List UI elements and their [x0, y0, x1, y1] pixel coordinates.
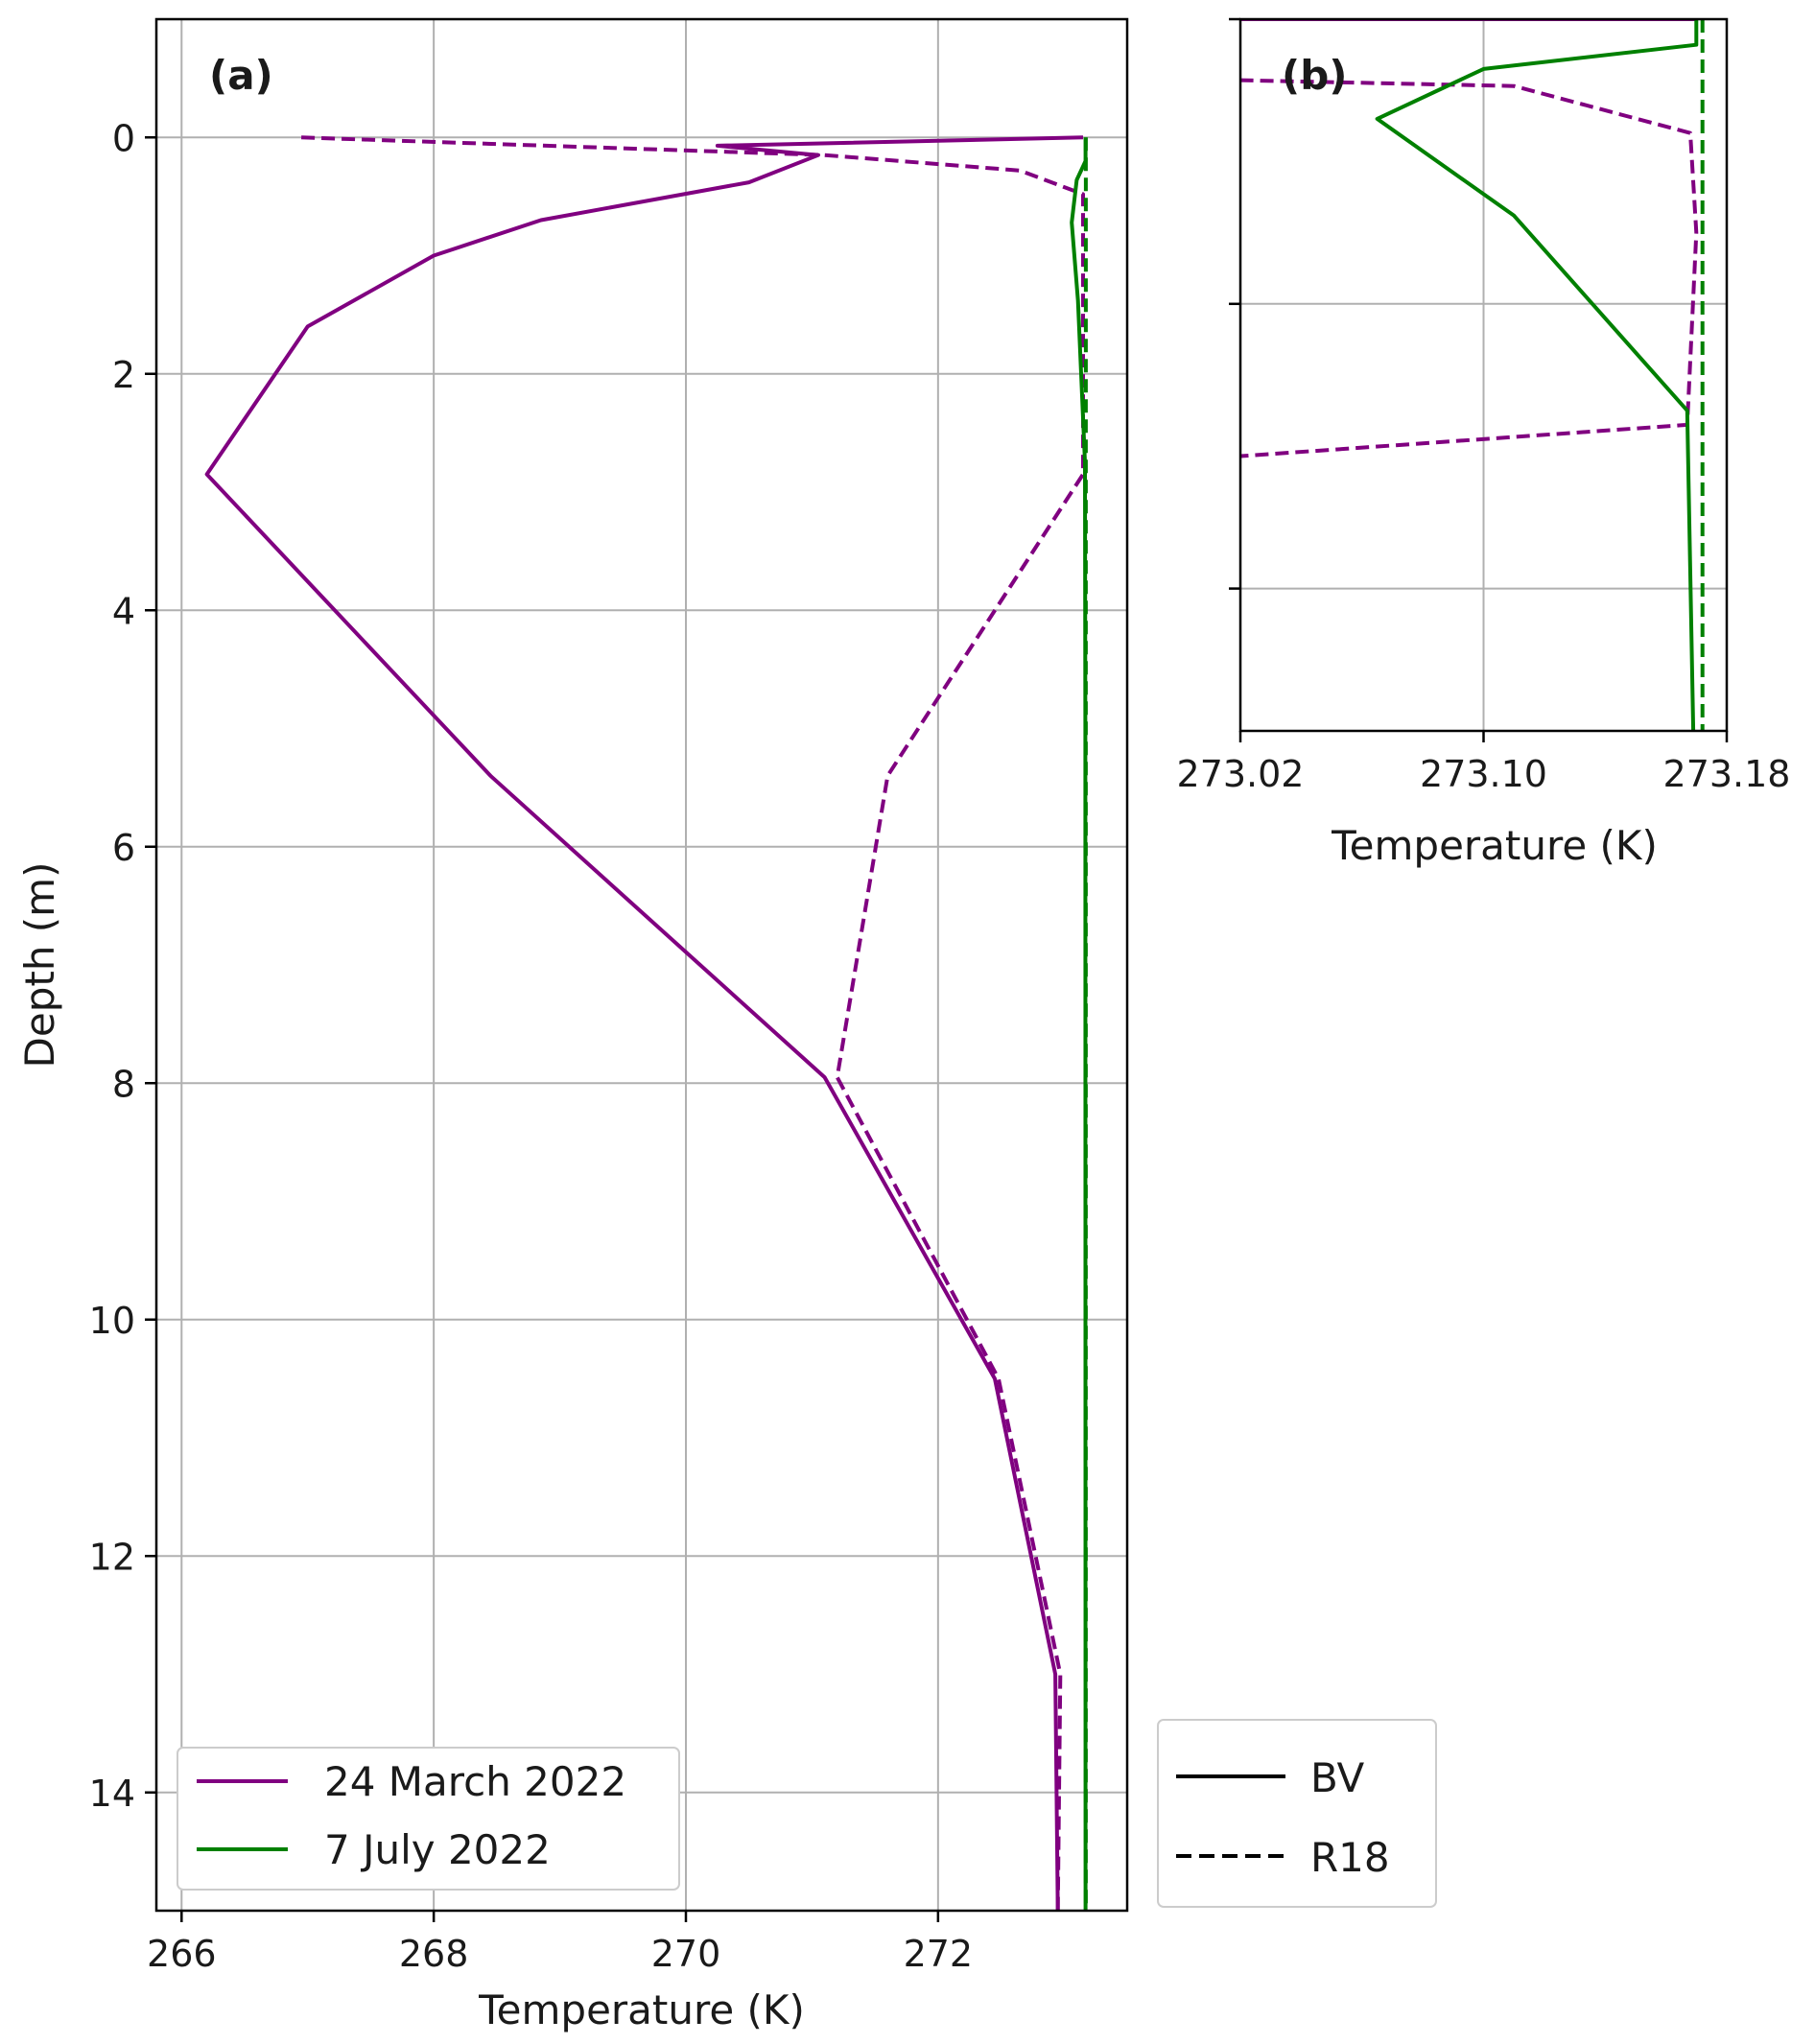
legend-b-label-bv: BV: [1310, 1754, 1365, 1801]
panel-a-y-tick-label: 4: [112, 590, 135, 632]
panel-a-x-tick-label: 270: [651, 1933, 721, 1975]
panel-a-y-tick-label: 2: [112, 354, 135, 396]
panel-a-y-tick-label: 8: [112, 1063, 135, 1105]
panel-a-x-tick-label: 268: [399, 1933, 469, 1975]
panel-a-y-tick-label: 0: [112, 117, 135, 159]
panel-a-y-tick-label: 10: [89, 1300, 135, 1342]
panel-a-legend: 24 March 2022 7 July 2022: [177, 1747, 680, 1891]
panel-a-x-axis-label: Temperature (K): [478, 1986, 805, 2033]
panel-a-x-tick-label: 272: [904, 1933, 974, 1975]
panel-a-series-7-july-2022-bv: [1070, 137, 1088, 1911]
panel-b-plot: [1240, 19, 1727, 731]
panel-b-ticks: 273.02 273.10 273.18: [1177, 17, 1791, 795]
legend-a-label-march: 24 March 2022: [324, 1758, 626, 1805]
panel-a-y-tick-label: 12: [89, 1536, 135, 1578]
legend-a-box: [177, 1747, 680, 1891]
panel-a-frame: [154, 17, 1129, 1913]
legend-b-label-r18: R18: [1310, 1834, 1390, 1881]
panel-a-y-tick-label: 14: [89, 1773, 135, 1815]
panel-b-clipped-area: [1240, 19, 1727, 731]
panel-b: 273.02 273.10 273.18 (b) Temperature (K) B…: [1157, 17, 1791, 1908]
panel-a-series-24-march-2022-bv: [204, 135, 1084, 1911]
panel-a-y-tick-label: 6: [112, 827, 135, 869]
panel-a-clipped-area: [156, 19, 1127, 1911]
panel-b-label: (b): [1282, 52, 1347, 99]
legend-a-label-july: 7 July 2022: [324, 1826, 551, 1873]
panel-b-x-tick-label: 273.10: [1420, 753, 1547, 795]
panel-b-series-7-july-2022-bv: [1375, 19, 1699, 731]
panel-b-legend: BV R18: [1157, 1719, 1437, 1908]
panel-b-x-axis-label: Temperature (K): [1331, 822, 1658, 869]
panel-a-label: (a): [209, 52, 273, 99]
panel-b-x-tick-label: 273.02: [1177, 753, 1305, 795]
panel-a-x-tick-label: 266: [147, 1933, 217, 1975]
panel-b-x-tick-label: 273.18: [1663, 753, 1791, 795]
panel-b-series-24-march-2022-r18: [1240, 78, 1699, 458]
panel-a-y-axis-label: Depth (m): [16, 862, 63, 1069]
legend-b-box: [1157, 1719, 1437, 1908]
panel-a-plot: [156, 19, 1127, 1911]
panel-a: 266 268 270 272 0 2 4 6 8 10 12 14 (a) Temperature …: [16, 17, 1129, 2033]
panel-a-series-24-march-2022-r18: [301, 135, 1085, 1911]
panel-a-ticks: 266 268 270 272 0 2 4 6 8 10 12 14: [89, 117, 973, 1975]
